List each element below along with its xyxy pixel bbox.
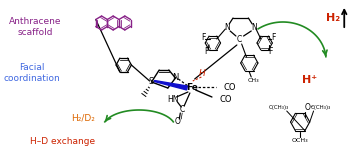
Text: C: C	[237, 36, 242, 44]
Text: H–D exchange: H–D exchange	[30, 138, 95, 147]
Text: F: F	[204, 47, 208, 57]
Text: C(CH₃)₃: C(CH₃)₃	[311, 105, 331, 111]
Text: O⁻: O⁻	[305, 104, 315, 112]
Text: OCH₃: OCH₃	[292, 139, 308, 143]
Text: F: F	[271, 32, 275, 42]
Text: H₂/D₂: H₂/D₂	[71, 113, 96, 123]
Text: C(CH₃)₃: C(CH₃)₃	[269, 105, 289, 111]
Text: Facial
coordination: Facial coordination	[3, 63, 60, 83]
Text: H⁺: H⁺	[302, 75, 317, 85]
Polygon shape	[154, 81, 187, 90]
Text: F: F	[268, 47, 273, 57]
Text: CO: CO	[223, 82, 236, 91]
Text: S: S	[149, 77, 154, 87]
Text: HN: HN	[167, 96, 178, 104]
Text: N: N	[224, 22, 230, 31]
Text: Fe: Fe	[186, 82, 198, 91]
Text: H₂: H₂	[326, 13, 340, 23]
Text: H: H	[199, 68, 206, 77]
Text: CH₃: CH₃	[247, 77, 259, 82]
Text: C: C	[180, 105, 185, 114]
Text: O: O	[175, 118, 180, 126]
Text: CO: CO	[219, 96, 232, 104]
Text: F: F	[201, 32, 205, 42]
Text: N: N	[172, 74, 179, 82]
Text: N: N	[251, 22, 257, 31]
Text: Anthracene
scaffold: Anthracene scaffold	[9, 17, 62, 37]
